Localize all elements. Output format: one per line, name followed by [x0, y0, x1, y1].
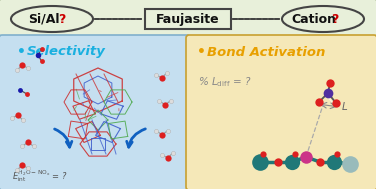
FancyBboxPatch shape: [0, 35, 190, 189]
FancyBboxPatch shape: [145, 9, 231, 29]
Text: Cation: Cation: [291, 13, 337, 26]
FancyBboxPatch shape: [0, 0, 376, 39]
Text: $E_{\rm int}^{\rm H_2O-NO_x}$ = ?: $E_{\rm int}^{\rm H_2O-NO_x}$ = ?: [12, 168, 68, 184]
Text: ?: ?: [331, 13, 339, 26]
Text: Bond Activation: Bond Activation: [207, 46, 325, 59]
Text: L: L: [342, 102, 348, 112]
Text: % $L_{\rm diff}$ = ?: % $L_{\rm diff}$ = ?: [198, 75, 252, 89]
Text: •: •: [17, 45, 26, 59]
Ellipse shape: [11, 6, 93, 32]
Text: Faujasite: Faujasite: [156, 12, 220, 26]
Text: Si/Al: Si/Al: [28, 13, 60, 26]
FancyBboxPatch shape: [186, 35, 376, 189]
Text: Selectivity: Selectivity: [27, 46, 106, 59]
Text: ?: ?: [58, 13, 66, 26]
Ellipse shape: [282, 6, 364, 32]
Text: •: •: [197, 45, 206, 59]
